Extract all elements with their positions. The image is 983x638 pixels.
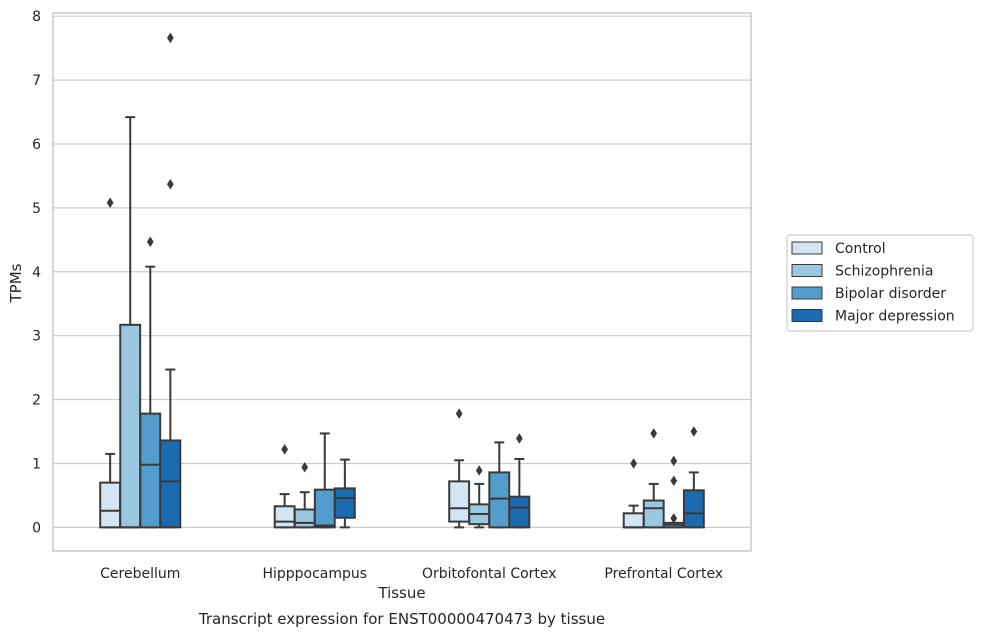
- box: [488, 441, 511, 529]
- box: [313, 432, 336, 529]
- plot-frame: [52, 12, 752, 552]
- x-tick-label: Hipppocampus: [262, 566, 367, 582]
- y-axis-ticks: 0 1 2 3 4 5 6 7 8: [32, 9, 41, 536]
- box: [662, 455, 685, 529]
- box: [468, 465, 491, 529]
- outlier-point: [630, 458, 638, 469]
- legend-label: Control: [835, 241, 886, 257]
- y-tick-label: 5: [32, 201, 41, 217]
- x-tick-label: Prefrontal Cortex: [604, 566, 723, 582]
- legend-frame: [786, 234, 974, 332]
- box-iqr: [642, 499, 665, 529]
- box-iqr: [139, 412, 162, 529]
- legend-swatch: [791, 241, 823, 255]
- series-schizophrenia: [119, 116, 665, 529]
- outlier-point: [670, 455, 678, 467]
- y-tick-label: 4: [32, 265, 41, 281]
- outlier-point: [166, 178, 174, 190]
- box-iqr: [313, 488, 336, 529]
- box: [273, 444, 296, 529]
- box: [682, 426, 705, 529]
- outlier-point: [455, 408, 463, 419]
- legend-swatch: [791, 264, 823, 277]
- legend: Control Schizophrenia Bipolar disorder Majo…: [786, 234, 974, 332]
- box-iqr: [508, 495, 531, 529]
- box: [159, 32, 182, 529]
- y-tick-label: 0: [32, 520, 41, 536]
- outlier-point: [670, 513, 678, 524]
- legend-label: Schizophrenia: [835, 264, 933, 280]
- y-tick-label: 7: [32, 73, 41, 89]
- outlier-point: [166, 32, 174, 44]
- box: [99, 197, 122, 529]
- outlier-point: [281, 444, 289, 455]
- box: [333, 458, 356, 529]
- box: [622, 458, 645, 529]
- outlier-point: [690, 426, 698, 437]
- outlier-point: [670, 475, 678, 486]
- y-tick-label: 3: [32, 329, 41, 345]
- legend-swatch: [791, 286, 823, 300]
- box-iqr: [273, 505, 296, 529]
- box-iqr: [488, 471, 511, 529]
- box-iqr: [333, 487, 356, 519]
- series-control: [99, 197, 645, 529]
- box-iqr: [99, 481, 122, 529]
- box-iqr: [682, 489, 705, 529]
- y-tick-label: 1: [32, 456, 41, 472]
- series-major-depression: [159, 32, 705, 529]
- box: [642, 428, 665, 529]
- legend-swatch: [791, 309, 823, 322]
- x-tick-label: Cerebellum: [100, 566, 180, 582]
- box-iqr: [622, 512, 645, 529]
- outlier-point: [650, 428, 658, 439]
- box-iqr: [293, 508, 316, 529]
- box: [448, 408, 471, 529]
- box: [119, 116, 142, 529]
- series-bipolar-disorder: [139, 236, 685, 529]
- y-tick-label: 8: [32, 9, 41, 25]
- box-iqr: [448, 480, 471, 523]
- x-tick-label: Orbitofontal Cortex: [422, 566, 557, 582]
- y-tick-label: 6: [32, 137, 41, 153]
- y-tick-label: 2: [32, 393, 41, 409]
- y-axis-title: TPMs: [7, 263, 25, 303]
- outlier-point: [515, 433, 523, 444]
- box: [139, 236, 162, 529]
- x-axis-title: Tissue: [377, 584, 425, 602]
- box-series: [99, 32, 705, 529]
- box: [508, 433, 531, 529]
- legend-label: Bipolar disorder: [835, 286, 946, 302]
- box-iqr: [119, 323, 142, 529]
- x-axis-ticks: Cerebellum Hipppocampus Orbitofontal Corte…: [100, 566, 723, 582]
- chart-caption: Transcript expression for ENST0000047047…: [198, 610, 605, 628]
- outlier-point: [146, 236, 154, 247]
- legend-label: Major depression: [835, 309, 955, 325]
- box-iqr: [159, 439, 182, 529]
- outlier-point: [475, 465, 483, 476]
- box: [293, 462, 316, 529]
- outlier-point: [106, 197, 114, 209]
- outlier-point: [301, 462, 309, 473]
